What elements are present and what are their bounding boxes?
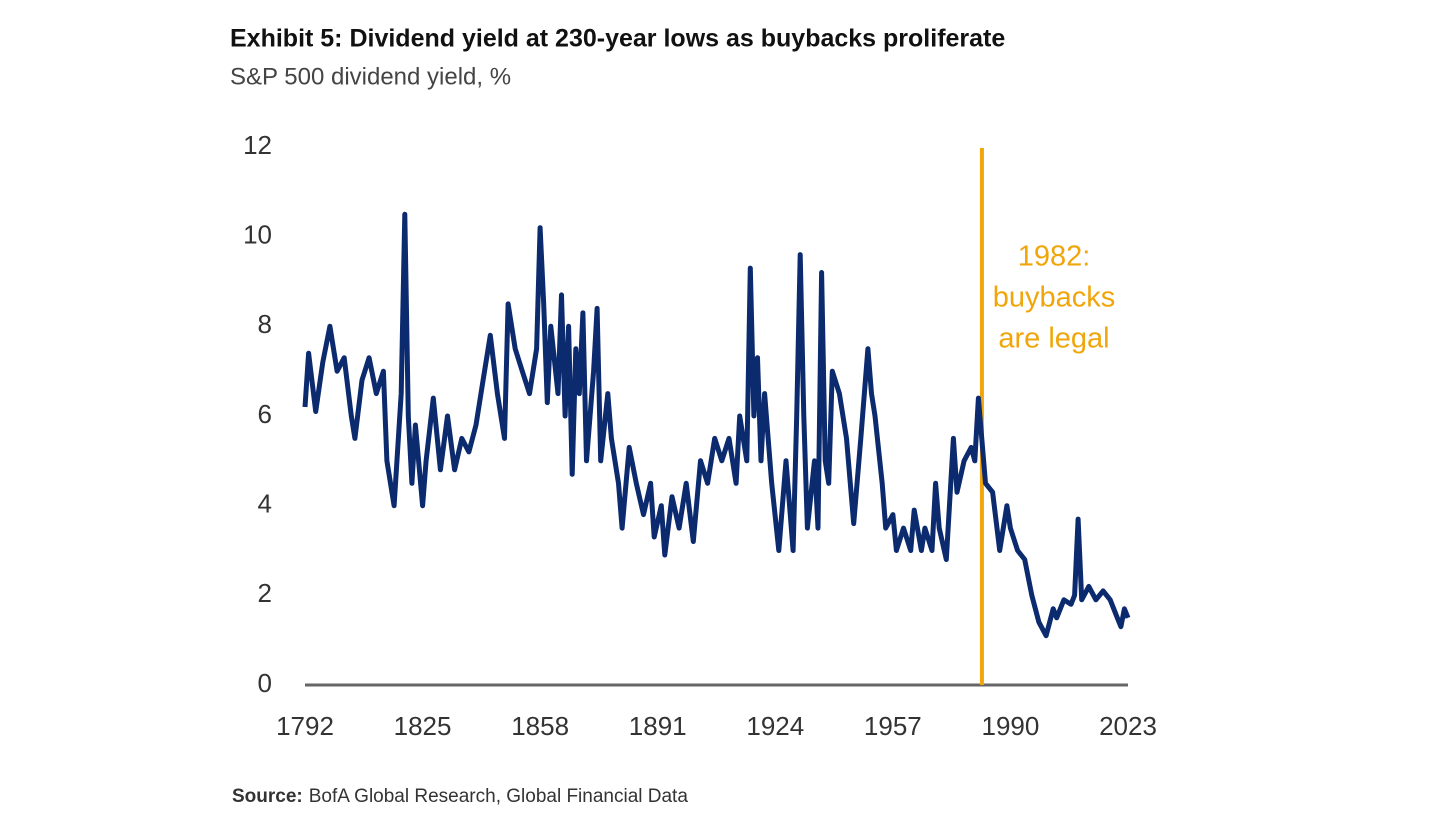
source-label: Source: <box>232 786 303 807</box>
y-tick-label: 4 <box>258 489 272 519</box>
x-tick-label: 1825 <box>394 711 452 741</box>
chart-title: Exhibit 5: Dividend yield at 230-year lo… <box>230 25 1005 53</box>
y-tick-label: 6 <box>258 399 272 429</box>
y-tick-label: 0 <box>258 668 272 698</box>
chart-subtitle: S&P 500 dividend yield, % <box>230 63 511 90</box>
source-text: BofA Global Research, Global Financial D… <box>309 786 689 807</box>
x-tick-label: 1858 <box>511 711 569 741</box>
x-tick-label: 2023 <box>1099 711 1157 741</box>
x-tick-label: 1792 <box>276 711 334 741</box>
annotation-text: are legal <box>998 323 1109 355</box>
y-tick-label: 8 <box>258 309 272 339</box>
y-tick-label: 12 <box>243 130 272 160</box>
x-tick-label: 1924 <box>746 711 804 741</box>
source: Source: BofA Global Research, Global Fina… <box>232 786 688 807</box>
x-tick-label: 1990 <box>982 711 1040 741</box>
y-tick-label: 2 <box>258 578 272 608</box>
annotation-text: 1982: <box>1018 241 1091 273</box>
annotation-text: buybacks <box>993 282 1116 314</box>
data-line <box>302 211 1131 639</box>
x-tick-label: 1957 <box>864 711 922 741</box>
y-tick-label: 10 <box>243 220 272 250</box>
x-tick-label: 1891 <box>629 711 687 741</box>
